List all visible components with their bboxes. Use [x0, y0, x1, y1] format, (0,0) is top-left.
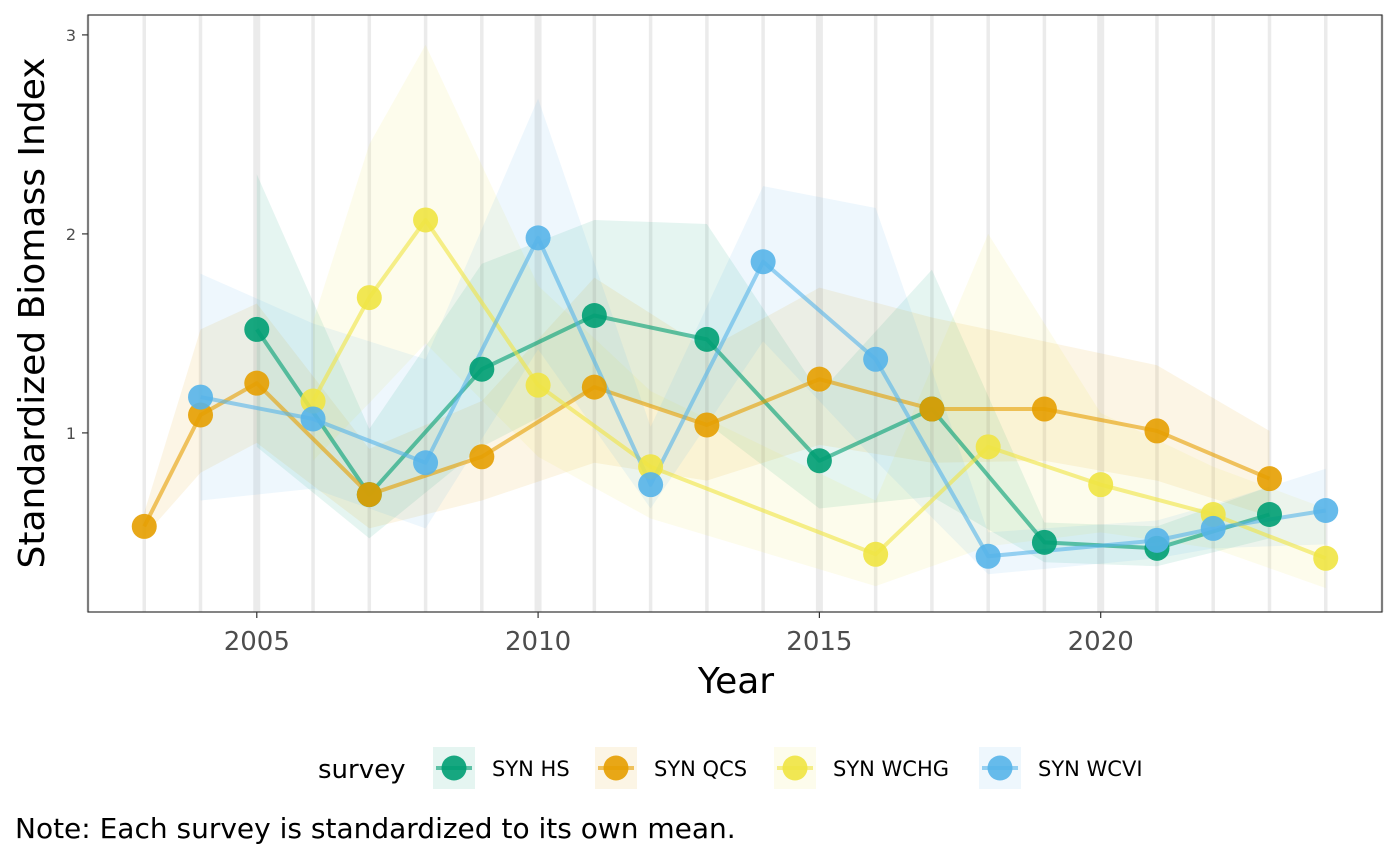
legend-label-syn-hs: SYN HS — [492, 757, 570, 781]
point-syn-wcvi-2010 — [525, 225, 551, 251]
point-syn-wcvi-2024 — [1313, 498, 1339, 524]
legend-key-point-syn-wchg — [782, 755, 808, 781]
point-syn-hs-2015 — [806, 448, 832, 474]
point-syn-hs-2009 — [469, 356, 495, 382]
x-tick-label-2010: 2010 — [505, 627, 571, 657]
point-syn-wcvi-2004 — [188, 384, 214, 410]
legend-label-syn-wcvi: SYN WCVI — [1038, 757, 1143, 781]
y-tick-label-2: 2 — [66, 225, 76, 244]
point-syn-wchg-2012 — [638, 454, 664, 480]
point-syn-qcs-2015 — [806, 366, 832, 392]
point-syn-qcs-2004 — [188, 402, 214, 428]
point-syn-wcvi-2018 — [975, 543, 1001, 569]
point-syn-wcvi-2016 — [863, 346, 889, 372]
point-syn-qcs-2023 — [1256, 466, 1282, 492]
point-syn-wchg-2007 — [356, 285, 382, 311]
point-syn-wchg-2020 — [1088, 472, 1114, 498]
point-syn-hs-2023 — [1256, 501, 1282, 527]
point-syn-wchg-2024 — [1313, 545, 1339, 571]
point-syn-hs-2013 — [694, 326, 720, 352]
point-syn-wchg-2008 — [413, 207, 439, 233]
point-syn-hs-2005 — [244, 316, 270, 342]
point-syn-wchg-2010 — [525, 372, 551, 398]
line-syn-wchg — [311, 217, 1327, 561]
point-syn-wchg-2018 — [975, 434, 1001, 460]
y-tick-label-3: 3 — [66, 26, 76, 45]
legend-key-point-syn-qcs — [603, 755, 629, 781]
y-axis-ticks: 1 2 3 — [66, 26, 88, 443]
point-syn-wcvi-2021 — [1144, 527, 1170, 553]
point-syn-wcvi-2014 — [750, 249, 776, 275]
point-syn-qcs-2011 — [581, 374, 607, 400]
x-axis-title: Year — [697, 661, 774, 702]
y-axis-title: Standardized Biomass Index — [12, 57, 53, 568]
point-syn-hs-2011 — [581, 302, 607, 328]
point-syn-qcs-2005 — [244, 370, 270, 396]
legend-label-syn-qcs: SYN QCS — [654, 757, 747, 781]
y-tick-label-1: 1 — [66, 424, 76, 443]
point-syn-qcs-2019 — [1031, 396, 1057, 422]
point-syn-qcs-2009 — [469, 444, 495, 470]
band-syn-wcvi — [200, 98, 1326, 575]
point-syn-hs-2019 — [1031, 529, 1057, 555]
legend-title: survey — [318, 755, 405, 785]
point-syn-qcs-2003 — [131, 513, 157, 539]
point-syn-wchg-2006 — [300, 388, 326, 414]
x-axis-ticks: 2005 2010 2015 2020 — [224, 612, 1134, 657]
legend-label-syn-wchg: SYN WCHG — [833, 757, 949, 781]
x-tick-label-2015: 2015 — [786, 627, 852, 657]
plot-panel-border — [87, 14, 1383, 613]
band-syn-wchg — [313, 44, 1326, 589]
point-syn-qcs-2013 — [694, 412, 720, 438]
point-syn-qcs-2021 — [1144, 418, 1170, 444]
series-points — [131, 207, 1339, 571]
legend-key-point-syn-hs — [441, 755, 467, 781]
point-syn-wcvi-2012 — [638, 472, 664, 498]
point-syn-qcs-2017 — [919, 396, 945, 422]
biomass-index-chart: 1 2 3 2005 2010 2015 2020 Year Standardized B… — [12, 14, 1384, 789]
legend: survey SYN HS SYN QCS SYN WCHG SYN WCVI — [318, 747, 1143, 789]
legend-key-point-syn-wcvi — [987, 755, 1013, 781]
x-tick-label-2020: 2020 — [1068, 627, 1134, 657]
point-syn-wcvi-2006 — [300, 406, 326, 432]
point-syn-wcvi-2008 — [413, 450, 439, 476]
chart-note: Note: Each survey is standardized to its… — [15, 812, 736, 845]
point-syn-wchg-2016 — [863, 541, 889, 567]
x-tick-label-2005: 2005 — [224, 627, 290, 657]
point-syn-wcvi-2022 — [1200, 515, 1226, 541]
band-syn-hs — [256, 174, 1270, 567]
point-syn-qcs-2007 — [356, 482, 382, 508]
